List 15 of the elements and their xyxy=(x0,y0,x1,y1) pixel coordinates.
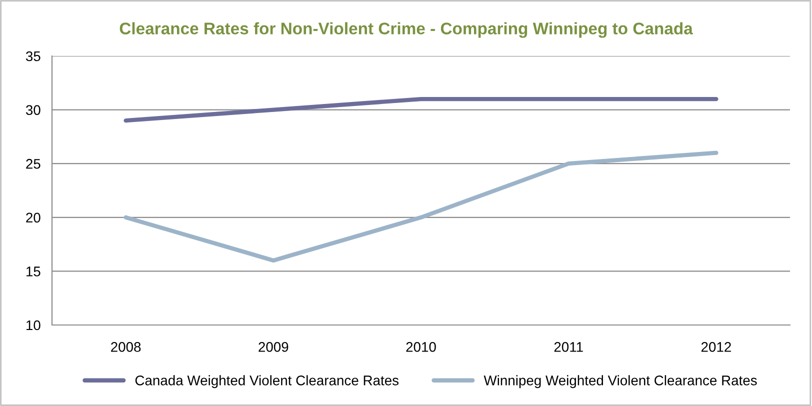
y-tick-label: 35 xyxy=(26,51,40,62)
legend-label: Winnipeg Weighted Violent Clearance Rates xyxy=(484,375,757,388)
y-tick-label: 25 xyxy=(26,158,40,169)
y-tick-label: 20 xyxy=(26,212,40,223)
x-tick-label: 2008 xyxy=(111,342,141,352)
x-tick-label: 2009 xyxy=(258,342,288,352)
y-tick-label: 10 xyxy=(26,320,40,330)
legend-label: Canada Weighted Violent Clearance Rates xyxy=(135,375,399,388)
x-tick-label: 2011 xyxy=(554,342,583,352)
line-series xyxy=(124,150,718,263)
chart-title: Clearance Rates for Non-Violent Crime - Comparing Winnipeg to Canada xyxy=(120,22,693,38)
x-tick-label: 2010 xyxy=(406,342,436,352)
y-tick-label: 15 xyxy=(26,266,40,276)
x-tick-label: 2012 xyxy=(701,342,731,352)
y-tick-label: 30 xyxy=(26,105,40,115)
